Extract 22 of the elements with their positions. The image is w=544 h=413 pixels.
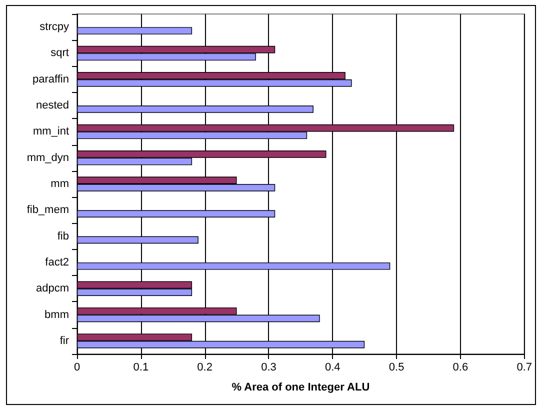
x-tick-label: 0.3 — [261, 362, 276, 374]
x-tick-label: 0.4 — [324, 362, 340, 374]
y-tick-label: strcpy — [40, 21, 70, 34]
y-tick-label: mm_int — [32, 126, 69, 138]
x-tick-label: 0.6 — [452, 362, 468, 374]
y-tick-label: fact2 — [45, 256, 69, 268]
y-tick-label: sqrt — [50, 47, 69, 60]
x-tick-label: 0.7 — [516, 362, 532, 374]
x-axis-title: % Area of one Integer ALU — [232, 382, 370, 394]
y-tick-label: fib — [57, 230, 69, 242]
y-tick-label: bmm — [44, 308, 69, 321]
x-tick-label: 0 — [74, 362, 80, 374]
y-tick-label: paraffin — [32, 73, 69, 86]
y-tick-label: fir — [60, 334, 70, 347]
y-tick-label: nested — [36, 100, 69, 112]
y-tick-label: mm — [50, 178, 69, 190]
x-tick-label: 0.1 — [133, 362, 149, 374]
y-tick-label: mm_dyn — [26, 152, 69, 164]
x-tick-label: 0.2 — [197, 362, 212, 374]
x-tick-label: 0.5 — [388, 362, 404, 374]
y-tick-label: adpcm — [36, 282, 69, 295]
y-tick-label: fib_mem — [26, 204, 69, 216]
